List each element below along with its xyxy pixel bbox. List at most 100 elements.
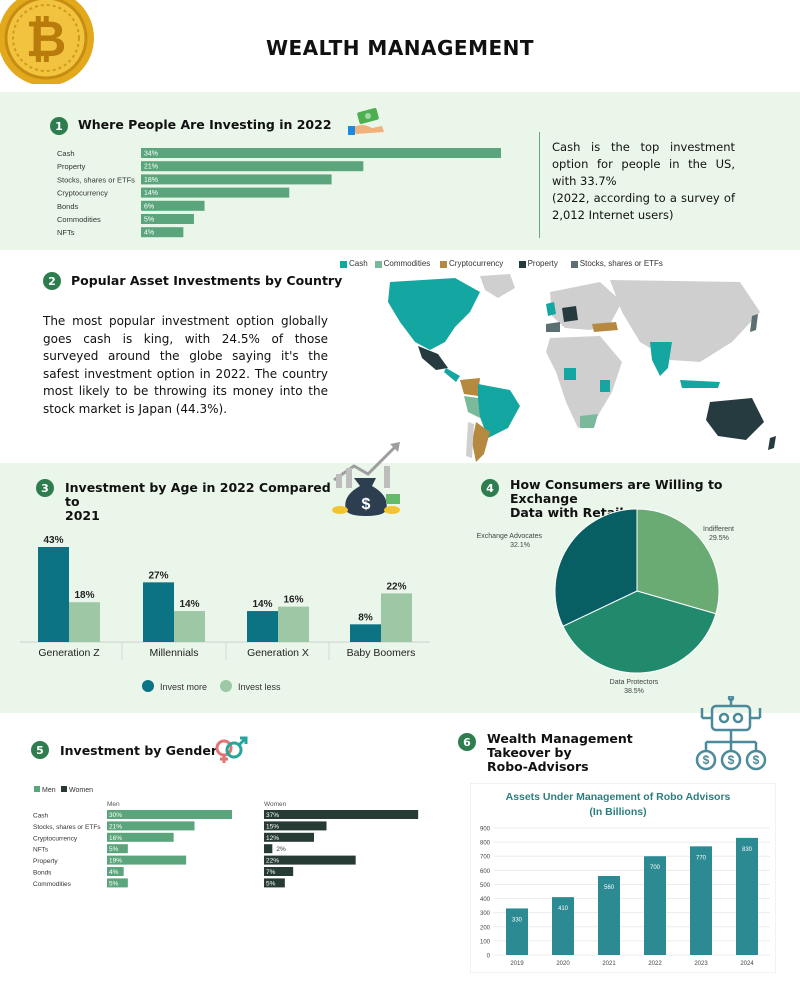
map-colombia	[460, 378, 480, 396]
s3-value-label: 43%	[43, 535, 63, 546]
s3-bar	[247, 611, 278, 642]
s6-value-label: 560	[604, 885, 615, 891]
section4-title-line1: How Consumers are Willing to Exchange	[510, 477, 723, 506]
s3-value-label: 14%	[179, 599, 199, 610]
map-africa	[546, 336, 622, 428]
section2-paragraph: The most popular investment option globa…	[43, 314, 328, 416]
s6-value-label: 770	[696, 855, 707, 861]
s6-value-label: 410	[558, 906, 569, 912]
map-mexico	[418, 346, 448, 370]
s5-bar	[264, 832, 314, 842]
s6-value-label: 330	[512, 917, 523, 923]
s3-value-label: 8%	[358, 612, 373, 623]
s3-bar	[381, 593, 412, 642]
s5-value-label: 4%	[109, 869, 119, 876]
map-greenland	[480, 274, 515, 298]
s5-value-label: 22%	[266, 858, 279, 865]
section6-title-line2: Robo-Advisors	[487, 759, 589, 774]
s4-pie-slice	[562, 590, 717, 674]
bitcoin-coin-icon: ₿	[0, 0, 94, 84]
map-spain	[546, 322, 560, 332]
s5-bar	[264, 810, 419, 819]
s3-legend-label: Invest less	[238, 682, 281, 692]
investing-2022-bar-chart: Cash 34% Property 21% Stocks, shares or ETFs…	[57, 148, 501, 238]
s5-bar	[264, 844, 273, 854]
map-kenya	[600, 380, 610, 392]
s5-legend-label: Women	[69, 787, 93, 794]
s6-ytick-label: 200	[480, 925, 491, 931]
svg-text:$: $	[362, 496, 371, 513]
section5-title: Investment by Gender	[60, 743, 217, 758]
s6-value-label: 700	[650, 865, 661, 871]
map-legend: Cash Commodities Cryptocurrency Property Sto…	[340, 259, 800, 273]
s1-value-label: 4%	[144, 230, 154, 237]
s6-bar	[598, 875, 620, 955]
s6-category-label: 2019	[510, 961, 524, 967]
s5-value-label: 5%	[266, 880, 276, 887]
s6-bar	[644, 856, 666, 955]
robot-advisor-icon: $ $ $	[695, 696, 767, 771]
s1-category-label: Bonds	[57, 202, 79, 211]
s6-chart-title: (In Billions)	[589, 806, 646, 818]
s5-value-label: 5%	[109, 846, 119, 853]
s6-value-label: 830	[742, 847, 753, 853]
section4-title: How Consumers are Willing to Exchange Da…	[510, 478, 780, 520]
gender-symbols-icon	[215, 736, 248, 763]
s3-value-label: 18%	[74, 590, 94, 601]
map-legend-label: Stocks, shares or ETFs	[579, 259, 663, 268]
s4-slice-value: 29.5%	[709, 535, 729, 542]
s3-legend-marker	[220, 680, 232, 692]
world-map	[388, 274, 776, 462]
s5-bar	[264, 855, 356, 865]
s5-category-label: Property	[33, 858, 58, 865]
map-argentina	[472, 422, 490, 462]
s5-bar	[107, 867, 124, 876]
s3-bar	[38, 547, 69, 642]
section3-title-line2: 2021	[65, 508, 100, 523]
map-central-america	[444, 368, 460, 382]
s1-bar	[141, 227, 184, 238]
s6-category-label: 2024	[740, 961, 754, 967]
s5-value-label: 7%	[266, 869, 276, 876]
map-germany	[562, 306, 578, 322]
s1-value-label: 14%	[144, 190, 158, 197]
s6-ytick-label: 600	[480, 869, 491, 875]
s4-pie-slice	[636, 508, 720, 615]
s5-column-header: Women	[264, 801, 287, 808]
s5-value-label: 16%	[109, 835, 122, 842]
s5-bar	[107, 821, 195, 831]
map-indonesia	[680, 380, 720, 388]
map-asia	[610, 280, 760, 362]
s5-category-label: Commodities	[33, 881, 72, 888]
s3-legend-marker	[142, 680, 154, 692]
s5-value-label: 21%	[109, 823, 122, 830]
s6-bar	[690, 846, 712, 955]
s3-bar	[143, 582, 174, 642]
s3-category-label: Millennials	[149, 647, 198, 659]
money-hand-icon	[348, 108, 384, 135]
s1-category-label: Stocks, shares or ETFs	[57, 175, 135, 184]
section3-number: 3	[36, 479, 54, 497]
svg-text:$: $	[703, 753, 710, 767]
map-new-zealand	[768, 436, 776, 450]
s6-ytick-label: 0	[487, 954, 491, 960]
s6-ytick-label: 500	[480, 883, 491, 889]
s4-pie-slice	[554, 508, 638, 627]
s4-slice-value: 38.5%	[624, 688, 644, 695]
s5-bar	[107, 810, 232, 819]
map-legend-label: Cash	[349, 259, 368, 268]
section3-title-line1: Investment by Age in 2022 Compared to	[65, 480, 331, 509]
s5-category-label: Cryptocurrency	[33, 835, 78, 842]
section3-title: Investment by Age in 2022 Compared to 20…	[65, 481, 335, 523]
svg-text:₿: ₿	[26, 11, 67, 67]
s5-bar	[264, 867, 294, 876]
s3-bar	[69, 602, 100, 642]
s1-bar	[141, 161, 364, 172]
s6-category-label: 2021	[602, 961, 616, 967]
section1-background	[0, 92, 800, 250]
s5-value-label: 2%	[276, 846, 286, 853]
s3-bar	[174, 611, 205, 642]
s1-value-label: 34%	[144, 151, 158, 158]
s6-chart-title: Assets Under Management of Robo Advisors	[506, 791, 731, 803]
s1-category-label: NFTs	[57, 228, 75, 237]
